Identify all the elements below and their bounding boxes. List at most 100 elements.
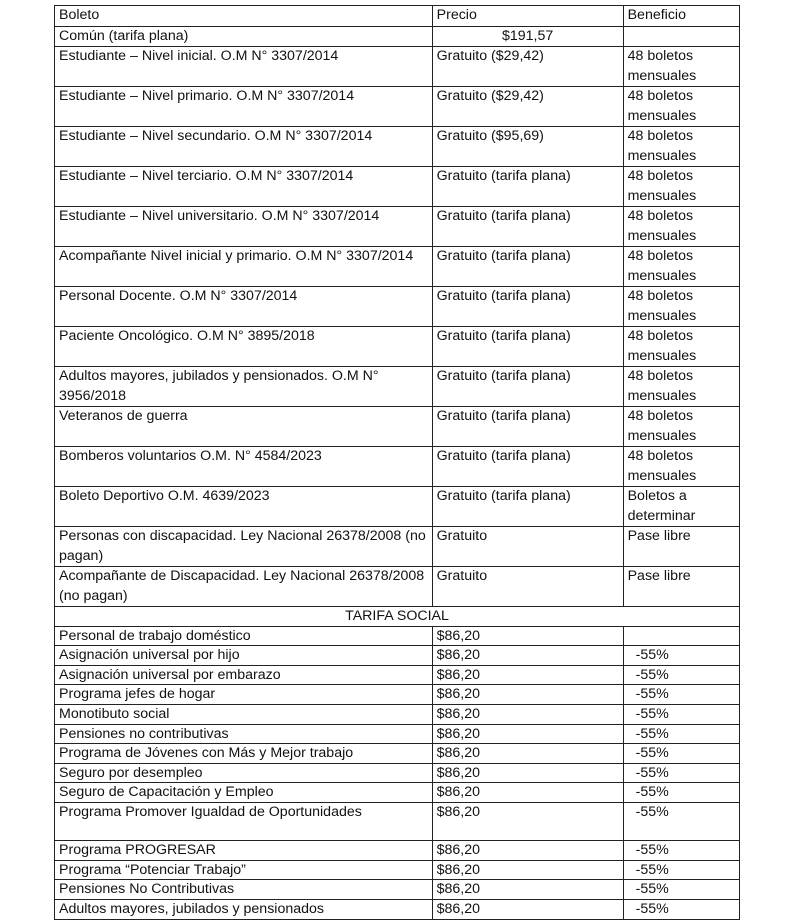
precio-cell: $86,20 bbox=[431, 645, 624, 666]
beneficio-cell: -55% bbox=[622, 762, 741, 784]
beneficio-cell: 48 boletos mensuales bbox=[622, 246, 741, 287]
boleto-cell: Programa “Potenciar Trabajo” bbox=[54, 859, 433, 881]
boleto-cell: Monotibuto social bbox=[54, 703, 433, 725]
boleto-cell: Programa Promover Igualdad de Oportunida… bbox=[54, 801, 433, 842]
table-row: Seguro por desempleo $86,20 -55% bbox=[54, 762, 741, 784]
beneficio-cell: -55% bbox=[622, 664, 741, 686]
beneficio-cell: -55% bbox=[622, 859, 741, 881]
beneficio-cell: 48 boletos mensuales bbox=[622, 286, 741, 327]
beneficio-cell: 48 boletos mensuales bbox=[622, 166, 741, 207]
boleto-cell: Personal de trabajo doméstico bbox=[54, 625, 433, 647]
beneficio-cell: -55% bbox=[622, 645, 741, 666]
table-row: Común (tarifa plana) $191,57 bbox=[54, 25, 741, 47]
precio-cell: Gratuito bbox=[431, 526, 624, 567]
beneficio-cell: 48 boletos mensuales bbox=[622, 406, 741, 447]
beneficio-cell: -55% bbox=[622, 879, 741, 900]
boleto-cell: Boleto Deportivo O.M. 4639/2023 bbox=[54, 486, 433, 527]
beneficio-cell: Boletos a determinar bbox=[622, 486, 741, 527]
table-row: Programa “Potenciar Trabajo” $86,20 -55% bbox=[54, 859, 741, 881]
boleto-cell: Adultos mayores, jubilados y pensionados… bbox=[54, 366, 433, 407]
precio-cell: Gratuito (tarifa plana) bbox=[431, 486, 624, 527]
table-row: Programa de Jóvenes con Más y Mejor trab… bbox=[54, 743, 741, 764]
beneficio-cell: 48 boletos mensuales bbox=[622, 206, 741, 247]
precio-cell: $86,20 bbox=[431, 664, 624, 686]
tarifas-table: Boleto Precio Beneficio Común (tarifa pl… bbox=[54, 5, 741, 920]
boleto-cell: Estudiante – Nivel terciario. O.M N° 330… bbox=[54, 166, 433, 207]
precio-cell: $86,20 bbox=[431, 703, 624, 725]
table-row: Bomberos voluntarios O.M. N° 4584/2023 Gr… bbox=[54, 446, 741, 487]
precio-cell: Gratuito ($29,42) bbox=[431, 46, 624, 87]
table-row: Seguro de Capacitación y Empleo $86,20 -55… bbox=[54, 782, 741, 803]
boleto-cell: Veteranos de guerra bbox=[54, 406, 433, 447]
boleto-cell: Bomberos voluntarios O.M. N° 4584/2023 bbox=[54, 446, 433, 487]
table-row: Programa PROGRESAR $86,20 -55% bbox=[54, 840, 741, 861]
precio-cell: Gratuito (tarifa plana) bbox=[431, 326, 624, 367]
table-row: Programa Promover Igualdad de Oportunida… bbox=[54, 801, 741, 842]
precio-cell: Gratuito ($95,69) bbox=[431, 126, 624, 167]
beneficio-cell bbox=[622, 625, 741, 647]
beneficio-cell: -55% bbox=[622, 723, 741, 745]
table-row: Veteranos de guerra Gratuito (tarifa plan… bbox=[54, 406, 741, 447]
precio-cell: $86,20 bbox=[431, 840, 624, 861]
boleto-cell: Asignación universal por embarazo bbox=[54, 664, 433, 686]
precio-cell: Gratuito (tarifa plana) bbox=[431, 286, 624, 327]
table-row: Pensiones No Contributivas $86,20 -55% bbox=[54, 879, 741, 900]
boleto-cell: Programa de Jóvenes con Más y Mejor trab… bbox=[54, 743, 433, 764]
table-row: Personal Docente. O.M N° 3307/2014 Gratui… bbox=[54, 286, 741, 327]
precio-cell: $86,20 bbox=[431, 723, 624, 745]
table-row: Estudiante – Nivel primario. O.M N° 3307… bbox=[54, 86, 741, 127]
table-row: Pensiones no contributivas $86,20 -55% bbox=[54, 723, 741, 745]
table-row: Acompañante Nivel inicial y primario. O.… bbox=[54, 246, 741, 287]
precio-cell: Gratuito ($29,42) bbox=[431, 86, 624, 127]
table-row: Monotibuto social $86,20 -55% bbox=[54, 703, 741, 725]
header-boleto: Boleto bbox=[54, 5, 433, 27]
boleto-cell: Estudiante – Nivel inicial. O.M N° 3307/… bbox=[54, 46, 433, 87]
table-row: Personas con discapacidad. Ley Nacional … bbox=[54, 526, 741, 567]
table-row: Personal de trabajo doméstico $86,20 bbox=[54, 625, 741, 647]
precio-cell: $86,20 bbox=[431, 879, 624, 900]
precio-cell: $86,20 bbox=[431, 684, 624, 705]
precio-cell: Gratuito bbox=[431, 566, 624, 607]
precio-cell: $86,20 bbox=[431, 801, 624, 842]
boleto-cell: Paciente Oncológico. O.M N° 3895/2018 bbox=[54, 326, 433, 367]
boleto-cell: Seguro de Capacitación y Empleo bbox=[54, 782, 433, 803]
table-row: Programa jefes de hogar $86,20 -55% bbox=[54, 684, 741, 705]
boleto-cell: Estudiante – Nivel universitario. O.M N°… bbox=[54, 206, 433, 247]
boleto-cell: Personas con discapacidad. Ley Nacional … bbox=[54, 526, 433, 567]
table-row: Estudiante – Nivel universitario. O.M N°… bbox=[54, 206, 741, 247]
precio-cell: Gratuito (tarifa plana) bbox=[431, 406, 624, 447]
precio-cell: Gratuito (tarifa plana) bbox=[431, 366, 624, 407]
table-row: Estudiante – Nivel inicial. O.M N° 3307/… bbox=[54, 46, 741, 87]
beneficio-cell bbox=[622, 25, 741, 47]
boleto-cell: Pensiones No Contributivas bbox=[54, 879, 433, 900]
precio-cell: $86,20 bbox=[431, 743, 624, 764]
boleto-cell: Estudiante – Nivel primario. O.M N° 3307… bbox=[54, 86, 433, 127]
beneficio-cell: 48 boletos mensuales bbox=[622, 446, 741, 487]
boleto-cell: Personal Docente. O.M N° 3307/2014 bbox=[54, 286, 433, 327]
precio-cell: $86,20 bbox=[431, 898, 624, 920]
boleto-cell: Seguro por desempleo bbox=[54, 762, 433, 784]
boleto-cell: Asignación universal por hijo bbox=[54, 645, 433, 666]
precio-cell: $191,57 bbox=[431, 25, 624, 47]
beneficio-cell: 48 boletos mensuales bbox=[622, 126, 741, 167]
precio-cell: Gratuito (tarifa plana) bbox=[431, 206, 624, 247]
table-row: Estudiante – Nivel secundario. O.M N° 33… bbox=[54, 126, 741, 167]
beneficio-cell: 48 boletos mensuales bbox=[622, 326, 741, 367]
boleto-cell: Adultos mayores, jubilados y pensionados bbox=[54, 898, 433, 920]
precio-cell: $86,20 bbox=[431, 859, 624, 881]
section-header-row: TARIFA SOCIAL bbox=[54, 606, 740, 627]
beneficio-cell: -55% bbox=[622, 898, 741, 920]
precio-cell: $86,20 bbox=[431, 625, 624, 647]
beneficio-cell: -55% bbox=[622, 684, 741, 705]
precio-cell: Gratuito (tarifa plana) bbox=[431, 446, 624, 487]
table-row: Acompañante de Discapacidad. Ley Naciona… bbox=[54, 566, 741, 607]
beneficio-cell: Pase libre bbox=[622, 566, 741, 607]
beneficio-cell: -55% bbox=[622, 782, 741, 803]
boleto-cell: Acompañante de Discapacidad. Ley Naciona… bbox=[54, 566, 433, 607]
beneficio-cell: 48 boletos mensuales bbox=[622, 86, 741, 127]
header-row: Boleto Precio Beneficio bbox=[54, 5, 741, 27]
precio-cell: Gratuito (tarifa plana) bbox=[431, 166, 624, 207]
table-row: Asignación universal por hijo $86,20 -55% bbox=[54, 645, 741, 666]
beneficio-cell: -55% bbox=[622, 840, 741, 861]
precio-cell: $86,20 bbox=[431, 762, 624, 784]
